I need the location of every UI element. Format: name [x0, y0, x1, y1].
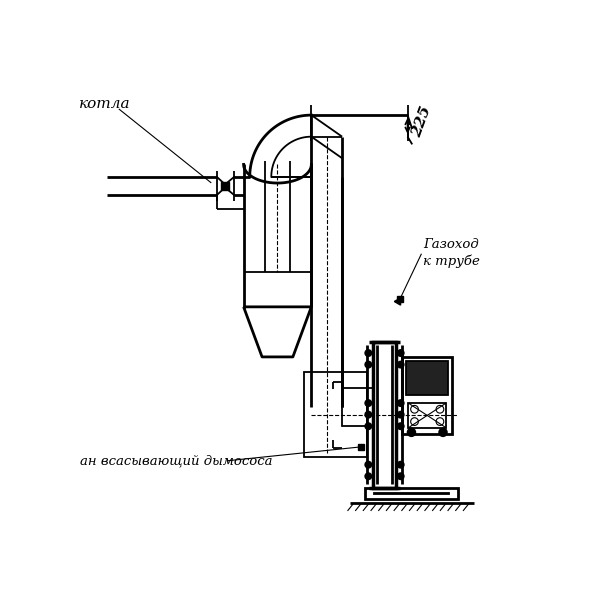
Text: Газоход
к трубе: Газоход к трубе [423, 238, 480, 268]
Bar [304, 372, 367, 457]
Circle shape [365, 423, 371, 429]
Circle shape [407, 428, 415, 436]
Circle shape [398, 461, 404, 468]
Circle shape [365, 400, 371, 406]
Circle shape [365, 473, 371, 479]
Text: 225: 225 [409, 104, 433, 139]
Circle shape [365, 362, 371, 368]
Circle shape [398, 350, 404, 356]
Bar [402, 357, 452, 434]
Bar [409, 403, 446, 428]
Circle shape [398, 400, 404, 406]
Circle shape [365, 350, 371, 356]
Circle shape [439, 428, 447, 436]
Bar [374, 493, 449, 494]
Bar [406, 361, 448, 395]
Text: ан всасывающий дымососа: ан всасывающий дымососа [80, 454, 273, 467]
Circle shape [365, 461, 371, 468]
Circle shape [398, 473, 404, 479]
Bar [365, 488, 458, 499]
Circle shape [398, 423, 404, 429]
Bar [373, 341, 396, 488]
Circle shape [365, 412, 371, 418]
Circle shape [398, 362, 404, 368]
Bar [342, 388, 373, 426]
Circle shape [398, 412, 404, 418]
Text: котла: котла [79, 97, 130, 112]
